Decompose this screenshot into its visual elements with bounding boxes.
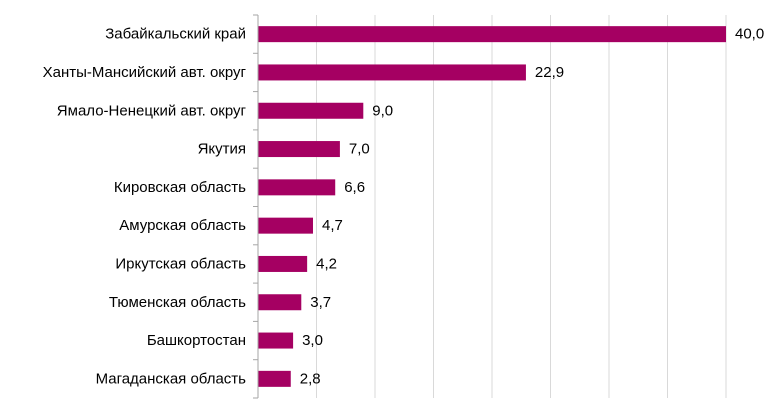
value-label: 4,2: [316, 255, 337, 272]
bar: [258, 64, 526, 81]
value-label: 3,7: [310, 294, 331, 311]
category-label: Амурская область: [119, 217, 246, 234]
bar: [258, 370, 291, 387]
bars: [258, 26, 726, 387]
bar: [258, 179, 336, 196]
category-label: Тюменская область: [109, 294, 246, 311]
value-label: 4,7: [322, 217, 343, 234]
bar: [258, 255, 308, 272]
category-label: Кировская область: [114, 179, 246, 196]
category-label: Иркутская область: [115, 255, 246, 272]
value-label: 3,0: [302, 332, 323, 349]
value-label: 7,0: [349, 141, 370, 158]
bar: [258, 102, 364, 119]
category-label: Ямало-Ненецкий авт. округ: [57, 102, 247, 119]
value-label: 6,6: [344, 179, 365, 196]
value-label: 22,9: [535, 64, 564, 81]
bar: [258, 217, 313, 234]
value-label: 9,0: [372, 102, 393, 119]
value-label: 40,0: [735, 26, 764, 43]
bar: [258, 26, 726, 43]
category-label: Башкортостан: [147, 332, 246, 349]
category-label: Забайкальский край: [105, 26, 246, 43]
bar: [258, 294, 302, 311]
category-label: Магаданская область: [96, 370, 247, 387]
value-labels: 40,0 22,9 9,0 7,0 6,6 4,7 4,2 3,7 3,0 2,8: [300, 26, 764, 388]
category-label: Якутия: [198, 141, 246, 158]
bar: [258, 141, 340, 158]
category-labels: Забайкальский край Ханты-Мансийский авт. …: [43, 14, 258, 399]
bar: [258, 332, 294, 349]
value-label: 2,8: [300, 370, 321, 387]
category-label: Ханты-Мансийский авт. округ: [43, 64, 247, 81]
